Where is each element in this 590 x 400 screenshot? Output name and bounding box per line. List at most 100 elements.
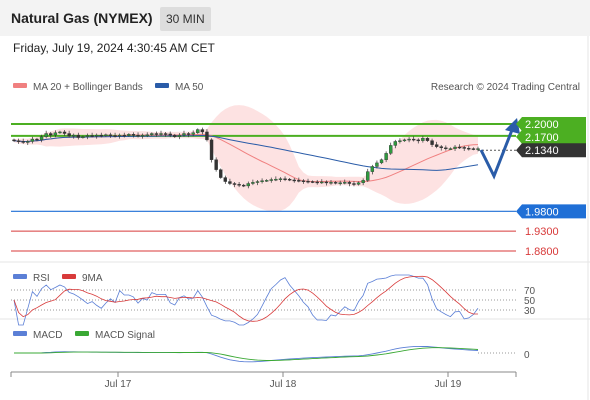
candle [90,132,94,138]
legend-label-ma20: MA 20 + Bollinger Bands [33,82,143,93]
candle [278,177,283,182]
candle [467,145,471,151]
macd-signal-line [14,347,479,361]
candle [453,145,457,151]
candle [177,133,182,140]
candle [163,131,168,137]
candle [471,147,476,151]
candle [338,180,342,186]
candle [430,138,434,148]
candle [150,132,154,136]
candle [58,130,62,134]
x-tick-label: Jul 19 [435,379,462,390]
pivot-label-box [516,204,586,219]
candle [136,132,140,138]
resistance-label-2-box [516,129,586,144]
candle [145,132,149,138]
candle [182,130,186,137]
candle [35,137,39,142]
legend-swatch-9ma [62,274,76,279]
candle [205,129,209,142]
candle [297,177,301,183]
candle [81,135,85,139]
candle [232,181,237,188]
resistance-label-2: 2.1700 [525,132,559,144]
candle [237,181,241,188]
candle [407,137,411,143]
legend-label-macd-signal: MACD Signal [95,330,155,341]
projection-path [479,129,514,180]
candle [274,176,278,182]
candle [191,130,195,137]
candle [113,132,117,138]
candle [301,179,306,184]
current-price-label: 2.1340 [525,145,559,157]
candle [49,131,53,138]
instrument-name: Natural Gas (NYMEX) [11,10,153,26]
header-bar: Natural Gas (NYMEX) 30 MIN [0,0,590,36]
rsi-line [13,274,479,326]
candle [269,177,273,183]
candle [131,132,136,138]
candle [186,131,191,138]
rsi-tick-50: 50 [524,296,536,307]
projection-arrowhead [505,118,520,134]
candle [389,142,393,155]
current-price-label-box [516,143,586,158]
candle [462,145,466,151]
rsi-tick-30: 30 [524,306,536,317]
ma50-line [13,134,479,171]
candle [154,131,159,137]
candle [476,146,480,152]
candle [264,179,269,182]
chart-credit: Research © 2024 Trading Central [431,82,580,93]
moving-averages [13,133,479,183]
candle [287,177,292,182]
projection-arrow [479,118,520,180]
candle [85,133,90,140]
candle [421,135,425,143]
candle [94,133,99,139]
timeframe-badge[interactable]: 30 MIN [160,7,211,31]
candle [370,164,375,175]
candle [366,168,370,182]
legend-swatch-macd [13,331,27,336]
candle [72,133,76,139]
candle [448,147,453,150]
candle [398,138,402,144]
candle [379,158,384,165]
candlesticks [12,127,480,189]
legend-label-macd: MACD [33,330,62,341]
candle [283,176,287,182]
candle [140,133,145,139]
candle [242,183,246,188]
candle [168,131,172,138]
candle [173,133,177,138]
candle [122,132,126,138]
candle [425,137,430,142]
candle [44,130,48,139]
candle [99,132,103,138]
support-label-2: 1.8800 [525,246,559,258]
candle [223,175,228,184]
candle [228,178,232,186]
resistance-label-1-box [516,117,586,131]
candle [127,133,131,137]
candle [444,145,448,151]
macd-tick-0: 0 [524,350,530,361]
candle [21,138,25,144]
resistance-label-1: 2.2000 [525,119,559,131]
candle [292,177,296,183]
candle [315,179,319,185]
candle [310,180,315,184]
candle [329,179,333,185]
legend-label-9ma: 9MA [82,273,103,284]
candle [209,138,214,163]
candle [16,138,21,144]
candle [200,127,205,135]
candle [457,144,462,150]
candle [39,134,44,143]
candle [361,178,365,186]
